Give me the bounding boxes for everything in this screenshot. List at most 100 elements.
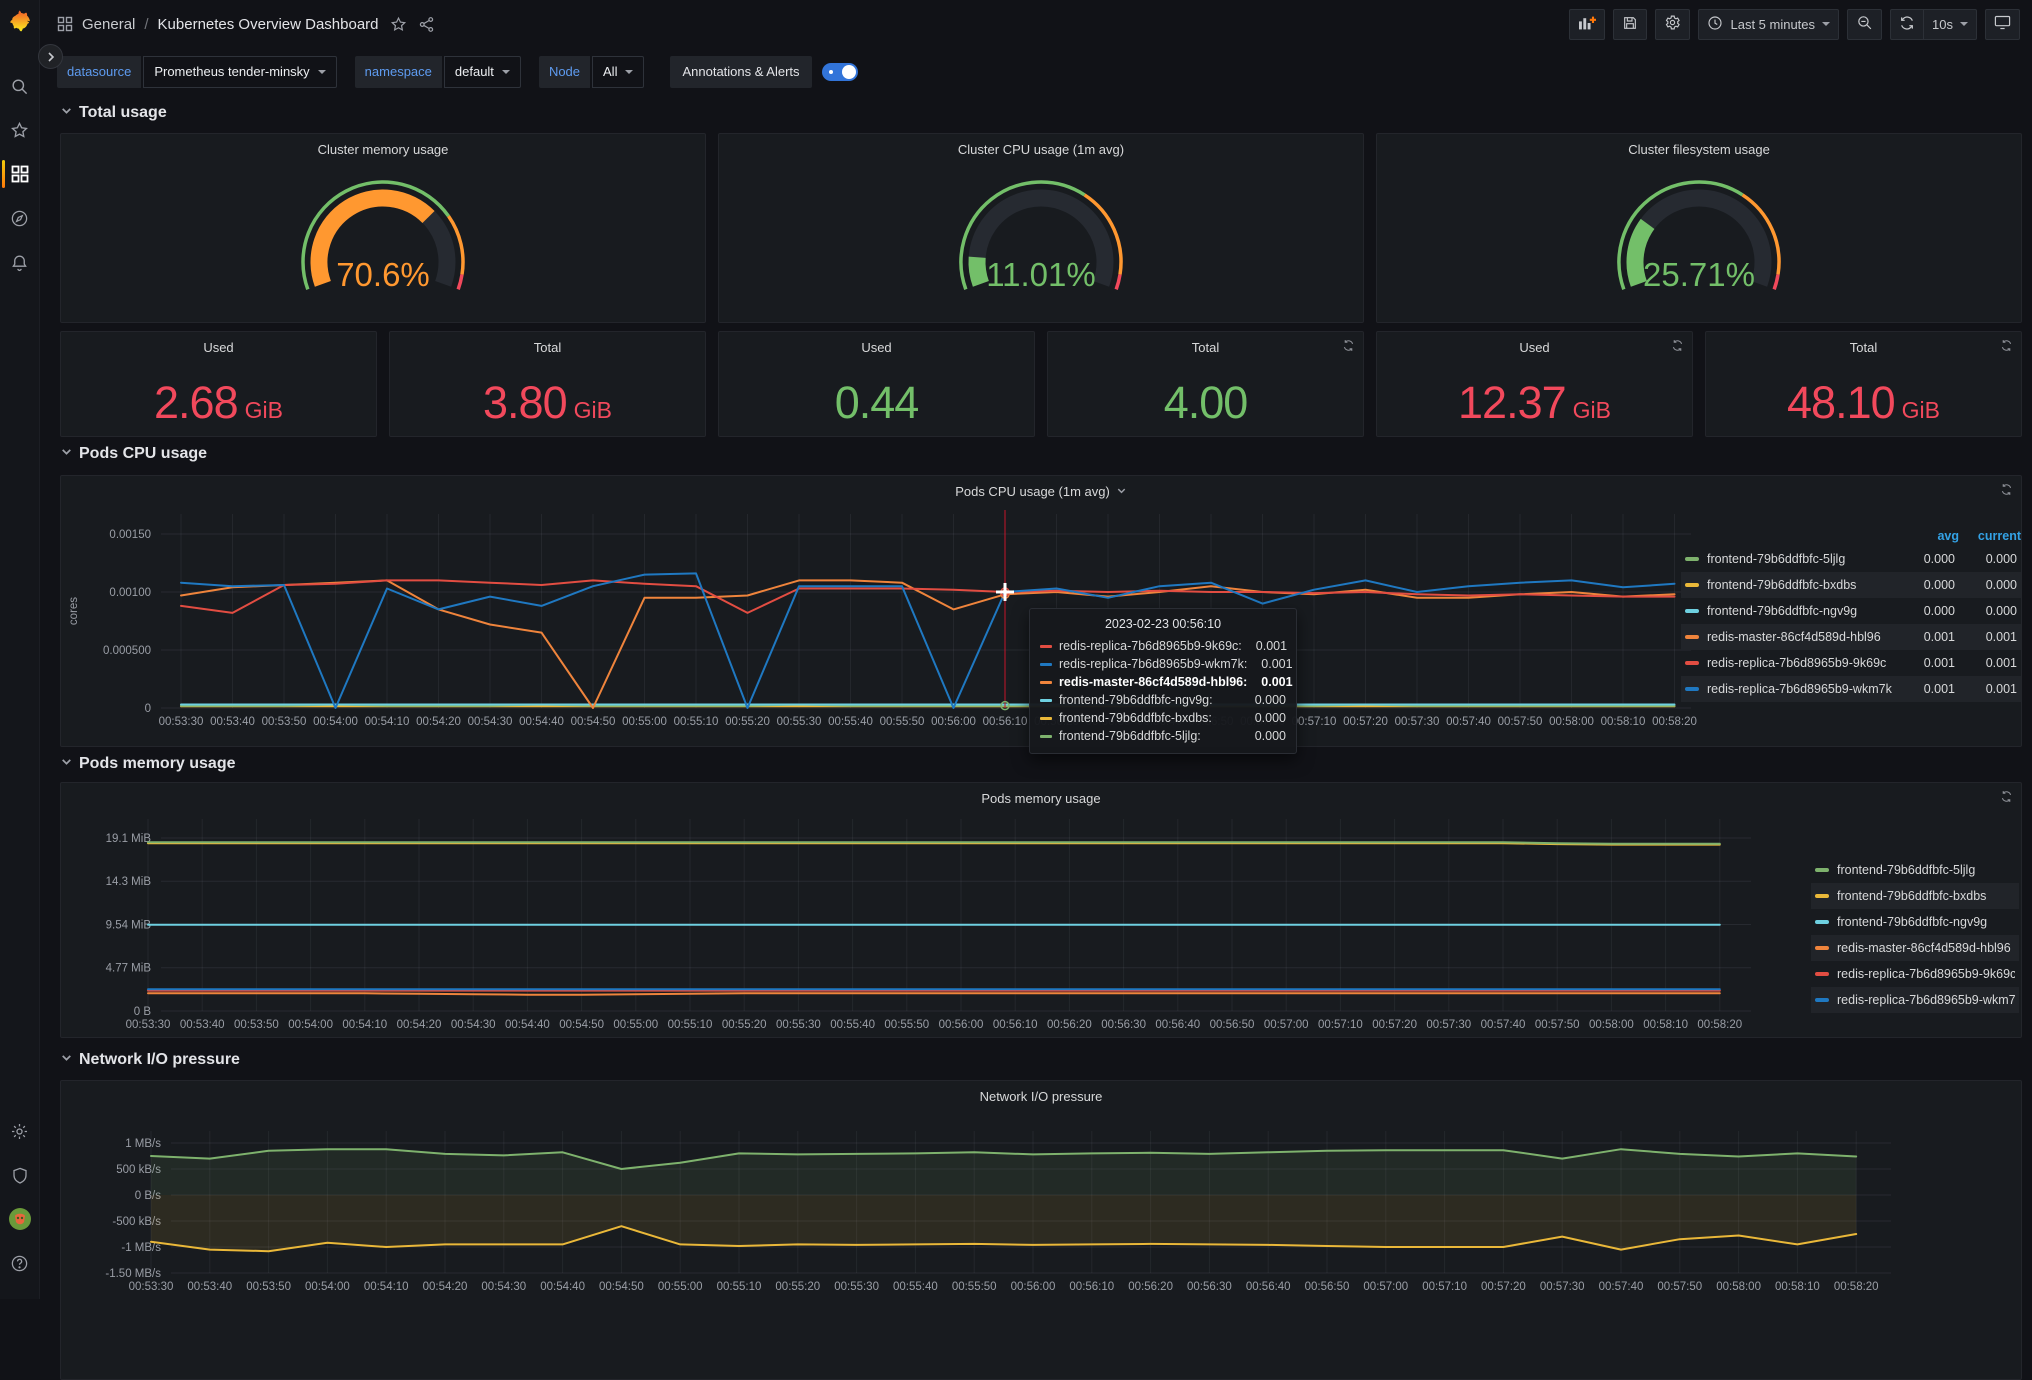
section-header-1[interactable]: Pods CPU usage [60, 445, 207, 463]
panel-title[interactable]: Cluster filesystem usage [1628, 142, 1770, 157]
panel-title[interactable]: Used [1519, 340, 1550, 355]
legend-header-current[interactable]: current [1977, 529, 2021, 543]
series-name: redis-replica-7b6d8965b9-9k69c [1707, 656, 1887, 670]
chevron-down-icon [60, 755, 73, 773]
section-header-2[interactable]: Pods memory usage [60, 755, 236, 773]
chart-panel-net: Network I/O pressure -1.50 MB/s -1 MB/s -50… [60, 1080, 2022, 1380]
svg-text:00:54:20: 00:54:20 [397, 1019, 442, 1031]
panel-refresh-icon[interactable] [1671, 339, 1684, 357]
svg-text:0 B: 0 B [134, 1006, 152, 1018]
svg-text:00:54:50: 00:54:50 [559, 1019, 604, 1031]
legend-row[interactable]: frontend-79b6ddfbfc-5ljlg [1811, 857, 2019, 883]
legend-row[interactable]: frontend-79b6ddfbfc-ngv9g [1811, 909, 2019, 935]
legend-row[interactable]: redis-replica-7b6d8965b9-9k69c 0.001 0.001 [1681, 650, 2021, 676]
variable-value-dropdown[interactable]: All [592, 55, 645, 88]
clock-icon [1707, 15, 1723, 34]
sidebar-item-search[interactable] [0, 64, 40, 108]
sidebar-item-starred[interactable] [0, 108, 40, 152]
apps-grid-icon[interactable] [57, 16, 73, 32]
zoom-out-button[interactable] [1847, 8, 1883, 40]
panel-title[interactable]: Pods CPU usage (1m avg) [61, 484, 2021, 499]
panel-title[interactable]: Used [861, 340, 892, 355]
annotations-toggle[interactable] [821, 62, 858, 81]
svg-text:00:55:40: 00:55:40 [893, 1281, 938, 1293]
cycle-view-button[interactable] [1985, 8, 2020, 40]
toolbar: Last 5 minutes 10s [1569, 8, 2020, 40]
svg-text:00:55:00: 00:55:00 [658, 1281, 703, 1293]
series-avg: 0.001 [1923, 656, 1955, 670]
stat-value: 2.68 GiB [61, 374, 376, 432]
search-icon [10, 77, 29, 96]
sidebar-item-alerting[interactable] [0, 240, 40, 284]
sidebar-item-dashboards[interactable] [0, 152, 40, 196]
legend-row[interactable]: redis-master-86cf4d589d-hbl96 [1811, 935, 2019, 961]
legend-row[interactable]: redis-replica-7b6d8965b9-wkm7k 0.001 0.001 [1681, 676, 2021, 702]
add-panel-button[interactable] [1569, 8, 1606, 40]
svg-text:00:56:10: 00:56:10 [1069, 1281, 1114, 1293]
dashboard-settings-icon [1664, 14, 1681, 34]
svg-text:00:56:30: 00:56:30 [1187, 1281, 1232, 1293]
svg-text:00:55:30: 00:55:30 [777, 716, 822, 728]
chart-mem[interactable]: 0 B 4.77 MiB 9.54 MiB 14.3 MiB 19.1 MiB 00:53… [61, 783, 2021, 1037]
variable-label: Node [538, 55, 591, 88]
refresh-interval-picker[interactable]: 10s [1923, 8, 1977, 40]
svg-text:00:53:50: 00:53:50 [246, 1281, 291, 1293]
chevron-down-icon [1960, 22, 1968, 26]
svg-text:00:53:40: 00:53:40 [187, 1281, 232, 1293]
panel-title[interactable]: Total [1849, 340, 1878, 355]
legend-row[interactable]: frontend-79b6ddfbfc-bxdbs [1811, 883, 2019, 909]
time-range-picker[interactable]: Last 5 minutes [1698, 8, 1840, 40]
panel-refresh-icon[interactable] [2000, 483, 2013, 501]
sidebar-item-avatar[interactable] [0, 1197, 40, 1241]
sidebar-expand-button[interactable] [38, 44, 63, 69]
chart-net[interactable]: -1.50 MB/s -1 MB/s -500 kB/s 0 B/s 500 kB/s 1… [61, 1081, 2021, 1379]
section-header-3[interactable]: Network I/O pressure [60, 1051, 240, 1069]
breadcrumb-dashboard-title[interactable]: Kubernetes Overview Dashboard [157, 15, 379, 33]
svg-text:00:57:00: 00:57:00 [1363, 1281, 1408, 1293]
sidebar-item-explore[interactable] [0, 196, 40, 240]
legend-header-avg[interactable]: avg [1937, 529, 1959, 543]
sidebar-item-server-admin[interactable] [0, 1153, 40, 1197]
panel-title[interactable]: Cluster CPU usage (1m avg) [957, 142, 1125, 157]
svg-text:00:56:40: 00:56:40 [1155, 1019, 1200, 1031]
variable-value-dropdown[interactable]: default [443, 55, 521, 88]
dashboard-settings-button[interactable] [1655, 8, 1691, 40]
sidebar-item-help[interactable] [0, 1241, 40, 1285]
panel-title[interactable]: Total [533, 340, 562, 355]
variable-value-dropdown[interactable]: Prometheus tender-minsky [143, 55, 337, 88]
svg-text:00:57:50: 00:57:50 [1535, 1019, 1580, 1031]
legend-row[interactable]: redis-replica-7b6d8965b9-wkm7k [1811, 987, 2019, 1013]
panel-refresh-icon[interactable] [2000, 339, 2013, 357]
svg-text:00:56:50: 00:56:50 [1189, 716, 1234, 728]
legend-row[interactable]: frontend-79b6ddfbfc-5ljlg 0.000 0.000 [1681, 546, 2021, 572]
sidebar-item-configuration[interactable] [0, 1109, 40, 1153]
panel-title[interactable]: Used [203, 340, 234, 355]
panel-title[interactable]: Network I/O pressure [61, 1089, 2021, 1104]
section-header-0[interactable]: Total usage [60, 104, 167, 122]
legend-row[interactable]: redis-replica-7b6d8965b9-9k69c [1811, 961, 2019, 987]
panel-refresh-icon[interactable] [1342, 339, 1355, 357]
star-icon[interactable] [390, 16, 407, 33]
panel-title[interactable]: Cluster memory usage [317, 142, 449, 157]
svg-text:00:57:20: 00:57:20 [1481, 1281, 1526, 1293]
series-avg: 0.001 [1923, 682, 1955, 696]
legend-row[interactable]: redis-master-86cf4d589d-hbl96 0.001 0.001 [1681, 624, 2021, 650]
grafana-logo-icon[interactable] [7, 10, 33, 36]
explore-icon [10, 209, 29, 228]
svg-text:00:57:30: 00:57:30 [1540, 1281, 1585, 1293]
svg-text:14.3 MiB: 14.3 MiB [106, 876, 152, 888]
series-color-swatch [1815, 894, 1829, 898]
chevron-down-icon [501, 69, 510, 74]
breadcrumb-folder[interactable]: General [82, 15, 136, 33]
save-dashboard-button[interactable] [1613, 8, 1648, 40]
panel-title[interactable]: Pods memory usage [61, 791, 2021, 806]
panel-title[interactable]: Total [1191, 340, 1220, 355]
legend-row[interactable]: frontend-79b6ddfbfc-bxdbs 0.000 0.000 [1681, 572, 2021, 598]
panel-refresh-icon[interactable] [2000, 790, 2013, 808]
svg-text:00:54:10: 00:54:10 [365, 716, 410, 728]
refresh-icon [1899, 15, 1915, 34]
legend-row[interactable]: frontend-79b6ddfbfc-ngv9g 0.000 0.000 [1681, 598, 2021, 624]
refresh-button[interactable] [1890, 8, 1924, 40]
svg-text:00:55:30: 00:55:30 [834, 1281, 879, 1293]
share-icon[interactable] [418, 16, 435, 33]
